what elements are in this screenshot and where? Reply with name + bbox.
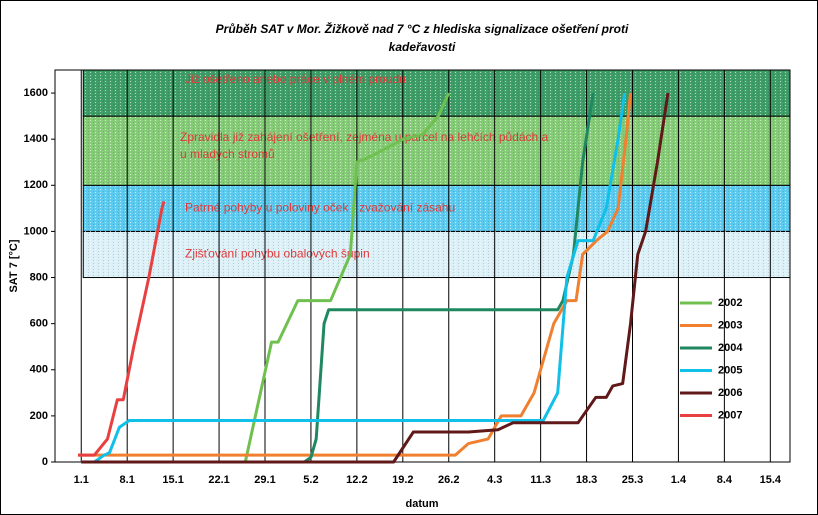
y-tick-label: 1600 <box>24 87 48 99</box>
legend-label: 2006 <box>718 387 742 399</box>
legend-label: 2005 <box>718 364 742 376</box>
band-label: Patrné pohyby u poloviny oček - zvažován… <box>185 201 455 215</box>
legend-label: 2002 <box>718 297 742 309</box>
series-line <box>77 92 633 457</box>
x-tick-label: 12.2 <box>346 474 367 486</box>
x-tick-label: 19.2 <box>392 474 413 486</box>
x-tick-label: 29.1 <box>254 474 275 486</box>
y-axis-label: SAT 7 [°C] <box>8 239 20 292</box>
x-tick-label: 11.3 <box>530 474 551 486</box>
legend-label: 2004 <box>718 342 743 354</box>
x-tick-label: 25.3 <box>622 474 643 486</box>
legend-label: 2007 <box>718 409 742 421</box>
band-texture <box>83 70 790 278</box>
x-tick-label: 1.1 <box>74 474 89 486</box>
y-tick-label: 200 <box>30 410 48 422</box>
series-line <box>81 92 595 464</box>
chart-title: Průběh SAT v Mor. Žižkově nad 7 °C z hle… <box>216 21 629 36</box>
band-label: Zpravidla již zahájení ošetření, zejména… <box>180 130 549 161</box>
band-label: Již ošetřeno anebo práce v plném proudu <box>185 72 406 86</box>
x-tick-label: 18.3 <box>576 474 597 486</box>
band-label: Zjišťování pohybu obalových šupin <box>185 247 370 261</box>
chart-subtitle: kadeřavosti <box>389 40 456 54</box>
y-tick-label: 600 <box>30 318 48 330</box>
legend-label: 2003 <box>718 319 742 331</box>
x-tick-label: 4.3 <box>487 474 502 486</box>
series-line <box>81 92 451 464</box>
series-line <box>77 201 166 457</box>
x-tick-label: 15.1 <box>162 474 183 486</box>
x-tick-label: 8.4 <box>717 474 733 486</box>
x-tick-label: 15.4 <box>760 474 782 486</box>
series-line <box>81 92 627 464</box>
y-tick-label: 1000 <box>24 225 48 237</box>
y-tick-label: 800 <box>30 271 48 283</box>
x-tick-label: 5.2 <box>303 474 318 486</box>
x-tick-label: 1.4 <box>671 474 687 486</box>
x-tick-label: 22.1 <box>208 474 229 486</box>
y-tick-label: 0 <box>42 456 48 468</box>
x-axis-label: datum <box>406 498 439 510</box>
series-line <box>81 92 670 464</box>
y-tick-label: 400 <box>30 364 48 376</box>
y-tick-label: 1200 <box>24 179 48 191</box>
y-tick-label: 1400 <box>24 133 48 145</box>
x-tick-label: 8.1 <box>120 474 135 486</box>
x-tick-label: 26.2 <box>438 474 459 486</box>
